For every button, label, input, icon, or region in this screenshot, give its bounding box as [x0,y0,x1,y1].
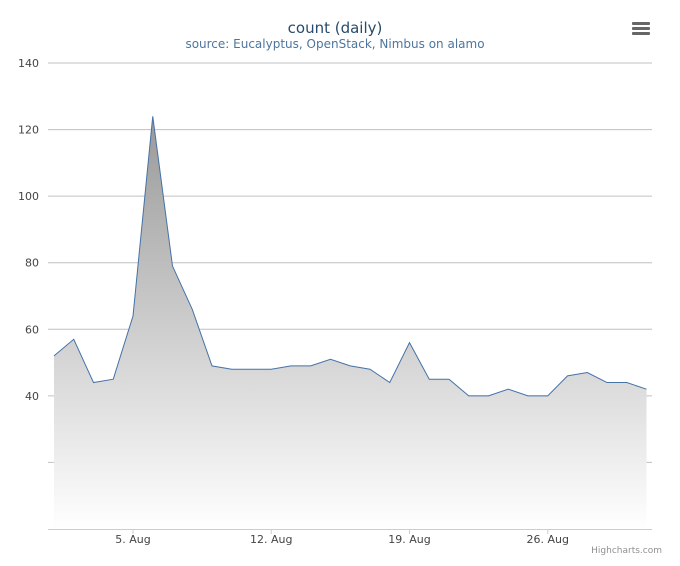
area-fill [54,116,647,529]
y-tick-label: 120 [18,124,39,137]
y-tick-label: 140 [18,57,39,70]
y-tick-label: 40 [25,390,39,403]
x-tick-label: 19. Aug [388,533,430,546]
y-tick-label: 60 [25,323,39,336]
x-tick-label: 26. Aug [527,533,569,546]
chart-title: count (daily) [288,19,383,37]
y-axis: 140 120 100 80 60 40 [18,57,39,403]
series-line [53,116,647,397]
x-tick-label: 12. Aug [250,533,292,546]
credits-label[interactable]: Highcharts.com [591,546,662,556]
x-tick-label: 5. Aug [115,533,150,546]
y-tick-label: 80 [25,257,39,270]
chart-subtitle: source: Eucalyptus, OpenStack, Nimbus on… [185,37,484,51]
y-tick-label: 100 [18,190,39,203]
x-axis: 5. Aug 12. Aug 19. Aug 26. Aug [115,529,569,546]
hamburger-menu-icon[interactable] [628,16,654,42]
